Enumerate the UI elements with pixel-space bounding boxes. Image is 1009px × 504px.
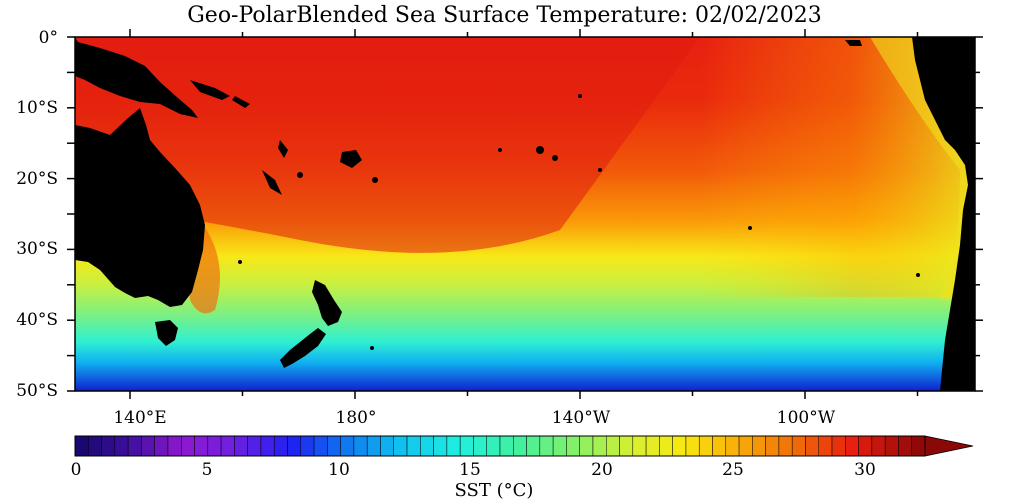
map-ticks (67, 29, 983, 399)
colorbar-swatch (406, 435, 421, 457)
colorbar-swatch (845, 435, 859, 457)
colorbar-title: SST (°C) (454, 480, 534, 501)
colorbar-swatch (313, 435, 328, 457)
lat-label-10s: 10°S (16, 98, 58, 118)
colorbar-swatch (805, 435, 819, 457)
colorbar-tick-25: 25 (722, 460, 744, 480)
colorbar-swatch (74, 435, 89, 457)
australia (75, 108, 205, 307)
colorbar-swatch (459, 435, 474, 457)
colorbar-swatch (499, 435, 514, 457)
colorbar-swatch (380, 435, 394, 457)
new-zealand-north (312, 280, 342, 326)
lon-label-180: 180° (335, 408, 377, 428)
colorbar-swatch (273, 435, 288, 457)
colorbar-frame (74, 435, 926, 457)
colorbar-swatch (659, 435, 673, 457)
colorbar-swatch (141, 435, 155, 457)
colorbar-tick-15: 15 (459, 460, 481, 480)
colorbar-swatch (446, 435, 461, 457)
colorbar-swatch (167, 435, 182, 457)
colorbar-swatch (579, 435, 594, 457)
lon-label-100w: 100°W (776, 408, 836, 428)
colorbar-swatch (592, 435, 607, 457)
colorbar-swatch (566, 435, 580, 457)
colorbar-swatch (393, 435, 408, 457)
land-masses (75, 37, 975, 391)
colorbar-tick-0: 0 (70, 460, 82, 480)
colorbar-swatch (526, 435, 541, 457)
colorbar-swatch (234, 435, 248, 457)
colorbar-swatch (552, 435, 567, 457)
lon-label-140w: 140°W (551, 408, 611, 428)
colorbar-tick-10: 10 (328, 460, 350, 480)
colorbar-swatch (791, 435, 806, 457)
colorbar-swatch (712, 435, 727, 457)
colorbar-swatch (207, 435, 222, 457)
colorbar-tick-20: 20 (591, 460, 613, 480)
lat-label-30s: 30°S (16, 239, 58, 259)
south-america (912, 37, 975, 391)
colorbar-swatch (366, 435, 381, 457)
colorbar-swatch (101, 435, 116, 457)
colorbar-swatch (340, 435, 355, 457)
colorbar-swatch (114, 435, 129, 457)
colorbar-swatch (127, 435, 142, 457)
colorbar-swatch (778, 435, 793, 457)
colorbar-swatch (911, 435, 926, 457)
colorbar-swatch (327, 435, 341, 457)
colorbar-swatch (300, 435, 315, 457)
colorbar-swatch (154, 435, 169, 457)
colorbar-swatch (698, 435, 713, 457)
tasmania (155, 320, 178, 346)
colorbar-swatch (287, 435, 302, 457)
colorbar-swatch (353, 435, 368, 457)
new-guinea (75, 37, 198, 118)
map-title: Geo-PolarBlended Sea Surface Temperature… (187, 3, 822, 28)
lat-label-20s: 20°S (16, 169, 58, 189)
colorbar-swatch (619, 435, 634, 457)
colorbar-swatch (725, 435, 740, 457)
colorbar-swatch (88, 435, 102, 457)
colorbar-swatch (672, 435, 687, 457)
colorbar-swatch (433, 435, 448, 457)
colorbar-swatch (685, 435, 700, 457)
colorbar-swatch (606, 435, 620, 457)
colorbar-extend-arrow (924, 435, 974, 457)
colorbar-swatch (220, 435, 235, 457)
colorbar-swatch (752, 435, 766, 457)
colorbar-swatch (818, 435, 833, 457)
colorbar-swatch (513, 435, 527, 457)
colorbar-swatch (831, 435, 846, 457)
new-zealand-south (280, 328, 326, 368)
colorbar-swatch (260, 435, 275, 457)
colorbar-swatch (486, 435, 501, 457)
colorbar-swatch (858, 435, 873, 457)
colorbar-swatch (898, 435, 912, 457)
colorbar-swatch (539, 435, 554, 457)
colorbar-tick-30: 30 (854, 460, 876, 480)
colorbar-swatch (194, 435, 209, 457)
colorbar-swatch (871, 435, 886, 457)
lat-label-0: 0° (38, 28, 58, 48)
colorbar (74, 435, 974, 457)
colorbar-swatch (632, 435, 647, 457)
lat-label-50s: 50°S (16, 381, 58, 401)
sst-field (75, 37, 975, 391)
colorbar-swatch (738, 435, 753, 457)
colorbar-swatch (765, 435, 780, 457)
colorbar-swatch (181, 435, 195, 457)
lon-label-140e: 140°E (113, 408, 167, 428)
colorbar-tick-5: 5 (201, 460, 213, 480)
colorbar-swatch (645, 435, 660, 457)
colorbar-swatch (884, 435, 899, 457)
colorbar-swatch (420, 435, 434, 457)
colorbar-swatch (247, 435, 262, 457)
lat-label-40s: 40°S (16, 310, 58, 330)
colorbar-swatch (473, 435, 487, 457)
